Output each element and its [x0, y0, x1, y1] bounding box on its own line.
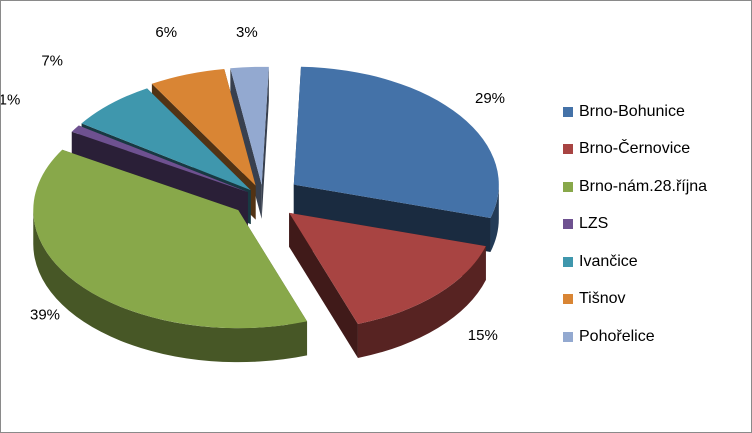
data-label-brno-bohunice: 29% — [475, 90, 505, 107]
pie-slice-side-brno-bohunice-0 — [490, 184, 499, 252]
legend-swatch-brno-cernovice — [563, 144, 573, 155]
legend-label-brno-bohunice: Brno-Bohunice — [579, 102, 685, 120]
data-label-brno-nam-28-rijna: 39% — [30, 307, 60, 324]
legend-swatch-tisnov — [563, 294, 573, 305]
pie-slice-side-brno-cernovice-0 — [357, 246, 486, 359]
legend-swatch-pohorelice — [563, 331, 573, 342]
pie-slice-brno-cernovice — [289, 212, 486, 325]
data-label-tisnov: 6% — [155, 24, 177, 41]
legend: Brno-Bohunice Brno-Černovice Brno-nám.28.ř… — [563, 93, 743, 356]
pie-slice-wall-brno-bohunice-1 — [293, 184, 491, 252]
pie-slice-brno-bohunice — [293, 66, 499, 218]
pie-slice-lzs — [71, 125, 248, 193]
data-label-ivancice: 7% — [41, 53, 63, 70]
legend-label-lzs: LZS — [579, 215, 609, 233]
data-label-lzs: 1% — [1, 91, 20, 108]
legend-label-tisnov: Tišnov — [579, 290, 626, 308]
pie-top-layer — [33, 66, 499, 329]
pie-slice-ivancice — [81, 88, 251, 191]
legend-swatch-ivancice — [563, 256, 573, 267]
legend-swatch-brno-nam-28-rijna — [563, 181, 573, 192]
legend-label-brno-nam-28-rijna: Brno-nám.28.října — [579, 177, 708, 195]
legend-swatch-lzs — [563, 219, 573, 230]
pie-slice-brno-nam-28-rijna — [33, 149, 308, 329]
legend-swatch-brno-bohunice — [563, 106, 573, 117]
legend-item-tisnov: Tišnov — [563, 281, 743, 319]
pie-slice-wall-pohorelice-1 — [261, 66, 269, 219]
data-label-brno-cernovice: 15% — [468, 327, 498, 344]
pie-slice-tisnov — [151, 68, 256, 186]
legend-item-ivancice: Ivančice — [563, 243, 743, 281]
legend-item-brno-nam-28-rijna: Brno-nám.28.října — [563, 168, 743, 206]
legend-item-brno-cernovice: Brno-Černovice — [563, 131, 743, 169]
pie-label-layer: 29% 15% 39% 1% 7% 6% 3% — [1, 24, 505, 344]
pie-slice-wall-brno-cernovice-1 — [289, 212, 358, 359]
pie-slice-pohorelice — [230, 66, 269, 185]
legend-item-lzs: LZS — [563, 206, 743, 244]
legend-label-brno-cernovice: Brno-Černovice — [579, 140, 691, 158]
legend-item-brno-bohunice: Brno-Bohunice — [563, 93, 743, 131]
data-label-pohorelice: 3% — [236, 24, 258, 41]
legend-label-pohorelice: Pohořelice — [579, 327, 655, 345]
legend-label-ivancice: Ivančice — [579, 252, 638, 270]
legend-item-pohorelice: Pohořelice — [563, 318, 743, 356]
pie-slice-side-brno-nam-28-rijna-0 — [33, 210, 308, 363]
